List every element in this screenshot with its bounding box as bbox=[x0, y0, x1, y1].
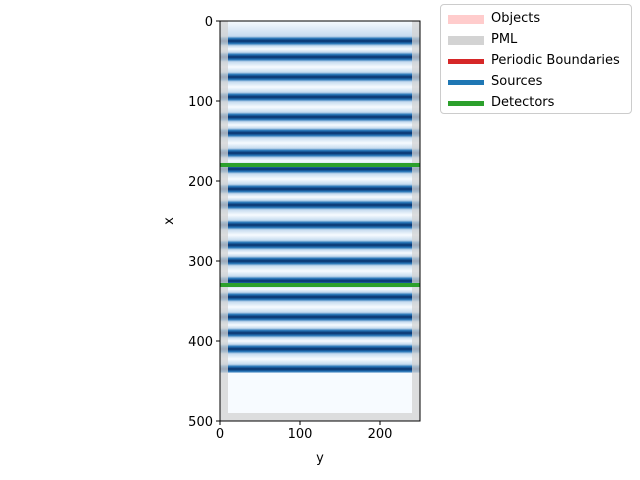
field-image bbox=[220, 21, 420, 373]
pml-right bbox=[412, 21, 420, 421]
legend: Objects PML Periodic Boundaries Sources Dete… bbox=[440, 4, 632, 114]
legend-item: Detectors bbox=[441, 93, 631, 113]
y-tick-label: 300 bbox=[188, 255, 213, 270]
legend-swatch bbox=[448, 15, 484, 24]
detector-layer bbox=[220, 163, 420, 287]
x-tick-label: 200 bbox=[368, 427, 393, 442]
x-tick-label: 100 bbox=[288, 427, 313, 442]
pml-layer bbox=[220, 21, 420, 421]
y-tick-label: 0 bbox=[205, 15, 213, 30]
legend-item: Sources bbox=[441, 72, 631, 92]
legend-label: Periodic Boundaries bbox=[491, 53, 620, 68]
pml-bottom bbox=[228, 413, 412, 421]
legend-swatch bbox=[448, 36, 484, 45]
legend-swatch bbox=[448, 101, 484, 106]
pml-left bbox=[220, 21, 228, 421]
y-tick-label: 200 bbox=[188, 175, 213, 190]
y-axis: 0 100 200 300 400 500 bbox=[188, 15, 220, 430]
plot-area bbox=[219, 20, 421, 422]
x-axis: 0 100 200 bbox=[216, 421, 393, 442]
legend-label: PML bbox=[491, 32, 518, 47]
legend-label: Objects bbox=[491, 11, 541, 26]
legend-label: Sources bbox=[491, 74, 543, 89]
x-tick-label: 0 bbox=[216, 427, 224, 442]
y-tick-label: 500 bbox=[188, 415, 213, 430]
y-tick-label: 100 bbox=[188, 95, 213, 110]
legend-item: PML bbox=[441, 30, 631, 50]
legend-swatch bbox=[448, 80, 484, 85]
y-axis-label: x bbox=[162, 217, 177, 225]
legend-label: Detectors bbox=[491, 95, 555, 110]
legend-swatch bbox=[448, 59, 484, 64]
legend-item: Periodic Boundaries bbox=[441, 51, 631, 71]
y-tick-label: 400 bbox=[188, 335, 213, 350]
axes-frame bbox=[219, 20, 421, 422]
legend-item: Objects bbox=[441, 9, 631, 29]
x-axis-label: y bbox=[316, 451, 324, 466]
